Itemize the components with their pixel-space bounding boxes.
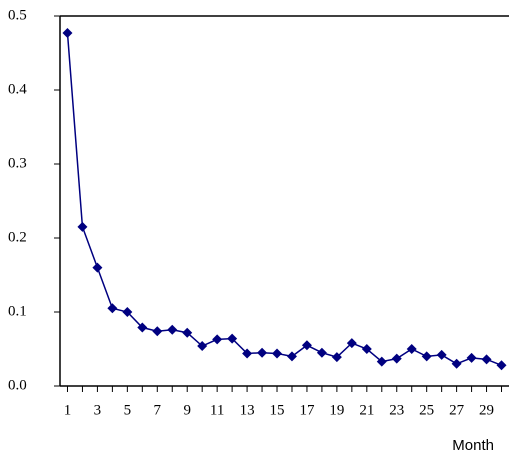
x-tick-label: 15 [270,402,285,418]
x-tick-label: 19 [329,402,344,418]
marker [466,352,477,363]
marker [361,344,372,354]
marker [391,353,402,364]
marker [227,333,238,344]
marker [331,352,342,363]
y-tick-label: 0.0 [8,377,27,393]
marker [481,354,492,365]
marker [77,221,88,232]
x-tick-label: 5 [124,402,132,418]
y-tick-label: 0.1 [8,303,27,319]
y-tick-label: 0.2 [8,229,27,245]
marker [272,348,283,359]
marker [346,338,357,349]
y-tick-label: 0.4 [8,81,27,97]
marker [182,327,193,338]
x-tick-label: 23 [389,402,404,418]
x-tick-label: 13 [240,402,255,418]
marker [316,347,327,358]
marker [301,340,312,351]
marker [62,28,73,39]
x-tick-label: 3 [94,402,102,418]
x-axis-label: Month [452,437,494,454]
x-tick-label: 25 [419,402,434,418]
x-tick-label: 21 [359,402,374,418]
marker [376,356,387,367]
marker [257,347,268,358]
x-tick-label: 1 [64,402,72,418]
y-tick-label: 0.3 [8,155,27,171]
marker [167,324,178,335]
marker [197,341,208,352]
x-tick-label: 11 [210,402,224,418]
marker [406,344,417,354]
marker [137,322,148,333]
x-tick-label: 17 [299,402,315,418]
marker [496,360,507,371]
marker [421,351,432,362]
marker [212,334,223,345]
marker [107,303,118,314]
marker [451,358,462,369]
marker [436,349,447,360]
marker [242,348,253,359]
series-line [66,32,502,366]
marker [286,351,297,362]
marker [92,262,103,273]
marker [152,326,163,337]
x-tick-label: 27 [449,402,465,418]
x-tick-label: 7 [154,402,162,418]
y-tick-label: 0.5 [8,7,27,23]
x-tick-label: 9 [183,402,191,418]
x-tick-label: 29 [479,402,494,418]
marker [122,307,133,317]
